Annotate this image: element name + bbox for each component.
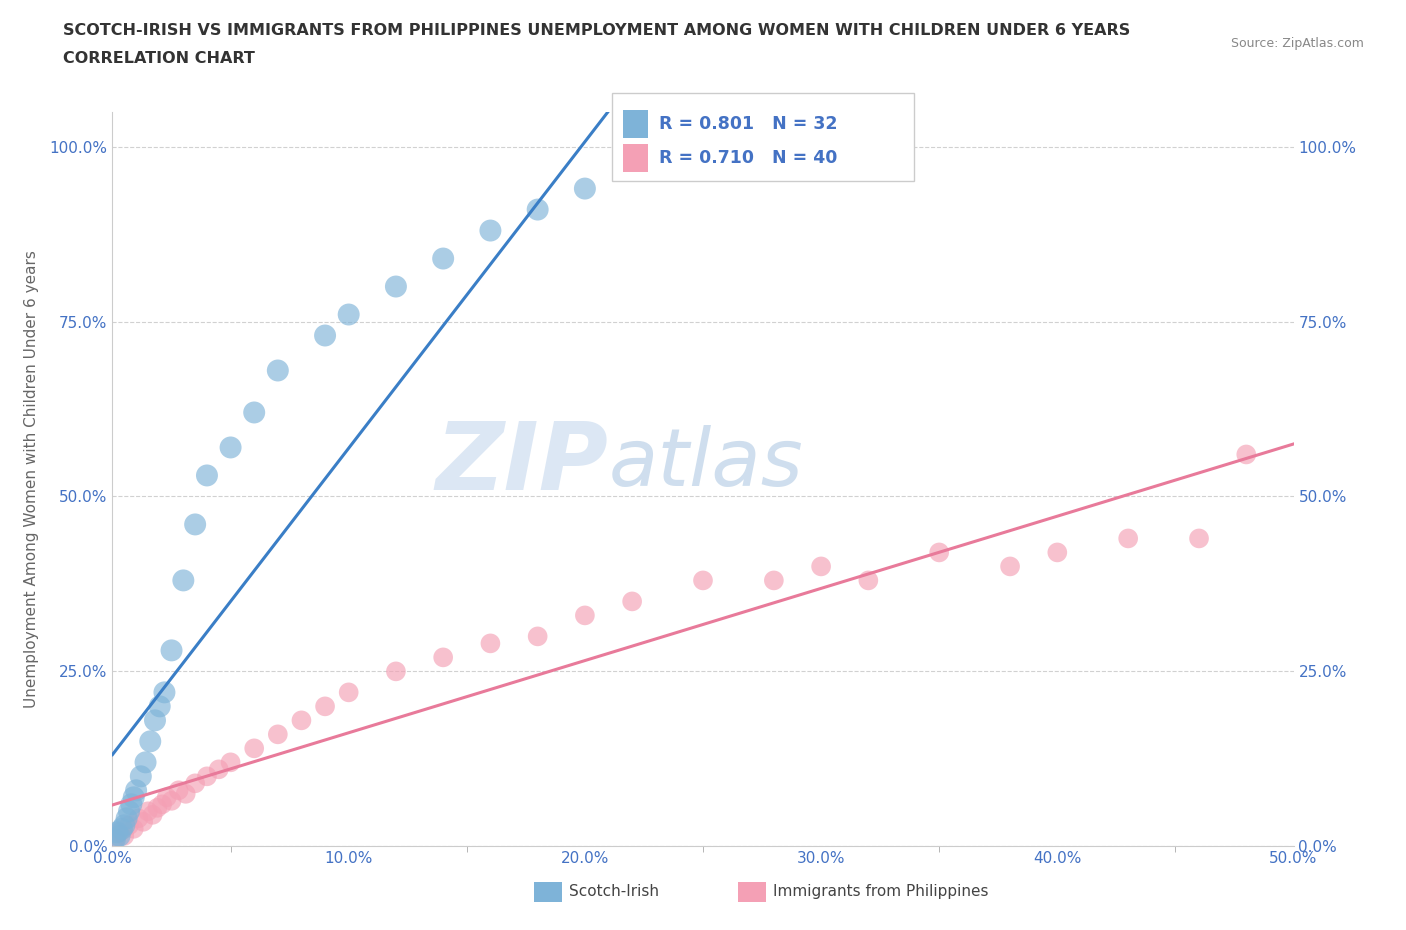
Point <box>574 181 596 196</box>
Point <box>153 684 176 699</box>
Y-axis label: Unemployment Among Women with Children Under 6 years: Unemployment Among Women with Children U… <box>24 250 38 708</box>
Point <box>195 769 218 784</box>
Point <box>574 608 596 623</box>
Point <box>150 797 173 812</box>
Point <box>112 817 135 832</box>
Point <box>132 815 155 830</box>
Point <box>385 279 408 294</box>
Point <box>208 762 231 777</box>
Point <box>432 650 454 665</box>
Point <box>219 755 242 770</box>
Point <box>290 713 312 728</box>
Point <box>160 793 183 808</box>
Point <box>135 755 157 770</box>
Point <box>156 790 179 804</box>
Point <box>184 517 207 532</box>
Point <box>108 829 131 844</box>
Point <box>174 787 197 802</box>
Point <box>337 307 360 322</box>
Point <box>314 699 336 714</box>
Point <box>127 811 149 826</box>
Text: ZIP: ZIP <box>436 418 609 511</box>
Point <box>692 573 714 588</box>
Point <box>125 783 148 798</box>
Point <box>762 573 785 588</box>
Point <box>118 804 141 818</box>
Point <box>621 160 644 175</box>
Point <box>314 328 336 343</box>
Point <box>219 440 242 455</box>
Point <box>1116 531 1139 546</box>
Point <box>142 807 165 822</box>
Text: atlas: atlas <box>609 425 803 503</box>
Point <box>112 829 135 844</box>
Point <box>1046 545 1069 560</box>
Text: Source: ZipAtlas.com: Source: ZipAtlas.com <box>1230 37 1364 50</box>
Point <box>928 545 950 560</box>
Point <box>479 636 502 651</box>
Point <box>120 797 142 812</box>
Point <box>104 831 127 846</box>
Point <box>267 727 290 742</box>
Point <box>621 594 644 609</box>
Point <box>136 804 159 818</box>
Point <box>172 573 194 588</box>
Text: SCOTCH-IRISH VS IMMIGRANTS FROM PHILIPPINES UNEMPLOYMENT AMONG WOMEN WITH CHILDR: SCOTCH-IRISH VS IMMIGRANTS FROM PHILIPPI… <box>63 23 1130 38</box>
Text: Immigrants from Philippines: Immigrants from Philippines <box>773 884 988 899</box>
Point <box>111 821 134 836</box>
Point <box>432 251 454 266</box>
Point <box>160 643 183 658</box>
Point <box>998 559 1021 574</box>
Point <box>243 405 266 420</box>
Point <box>104 831 127 846</box>
Point <box>105 825 128 840</box>
Text: Scotch-Irish: Scotch-Irish <box>569 884 659 899</box>
Point <box>858 573 880 588</box>
Point <box>740 140 762 154</box>
Text: CORRELATION CHART: CORRELATION CHART <box>63 51 254 66</box>
Point <box>122 790 145 804</box>
Point <box>149 699 172 714</box>
Point <box>115 811 138 826</box>
Point <box>108 825 131 840</box>
Point <box>143 713 166 728</box>
Text: R = 0.710   N = 40: R = 0.710 N = 40 <box>659 149 838 167</box>
Point <box>810 559 832 574</box>
Point <box>526 202 548 217</box>
Point <box>526 629 548 644</box>
Text: R = 0.801   N = 32: R = 0.801 N = 32 <box>659 114 838 133</box>
Point <box>337 684 360 699</box>
Point <box>129 769 152 784</box>
Point <box>122 821 145 836</box>
Point <box>184 776 207 790</box>
Point <box>195 468 218 483</box>
Point <box>385 664 408 679</box>
Point <box>479 223 502 238</box>
Point <box>118 817 141 832</box>
Point <box>146 801 169 816</box>
Point <box>1234 447 1257 462</box>
Point <box>243 741 266 756</box>
Point <box>1188 531 1211 546</box>
Point <box>139 734 162 749</box>
Point <box>167 783 190 798</box>
Point <box>267 363 290 378</box>
